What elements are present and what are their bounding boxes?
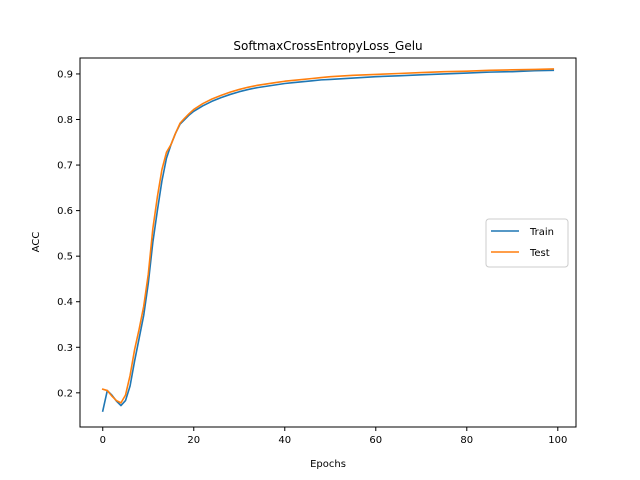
plot-area bbox=[79, 57, 577, 428]
legend-label-test: Test bbox=[529, 248, 550, 259]
series-layer bbox=[101, 68, 555, 413]
legend-box bbox=[485, 218, 569, 268]
legend-label-train: Train bbox=[529, 227, 554, 238]
axes-frame bbox=[79, 57, 577, 428]
x-tick-label: 40 bbox=[278, 435, 291, 446]
chart-title: SoftmaxCrossEntropyLoss_Gelu bbox=[233, 39, 422, 53]
y-tick-label: 0.9 bbox=[57, 69, 73, 80]
y-tick-label: 0.4 bbox=[57, 297, 73, 308]
y-tick-label: 0.2 bbox=[57, 388, 73, 399]
y-tick-label: 0.5 bbox=[57, 252, 73, 263]
y-axis-title: ACC bbox=[31, 232, 42, 253]
y-tick-label: 0.3 bbox=[57, 343, 73, 354]
y-tick-label: 0.7 bbox=[57, 161, 73, 172]
x-tick-label: 80 bbox=[460, 435, 473, 446]
x-tick-label: 100 bbox=[548, 435, 567, 446]
series-line-test bbox=[101, 68, 555, 404]
x-axis-title: Epochs bbox=[310, 459, 346, 470]
x-tick-label: 0 bbox=[100, 435, 106, 446]
ticks-layer: 0 20 40 60 80 100 0.2 0.3 0.4 0.5 0.6 0.7 0.8 0.9 bbox=[57, 69, 567, 446]
y-tick-label: 0.8 bbox=[57, 115, 73, 126]
y-tick-label: 0.6 bbox=[57, 206, 73, 217]
x-tick-label: 20 bbox=[187, 435, 200, 446]
x-tick-label: 60 bbox=[369, 435, 382, 446]
series-line-train bbox=[101, 69, 555, 413]
legend: Train Test bbox=[485, 218, 569, 268]
